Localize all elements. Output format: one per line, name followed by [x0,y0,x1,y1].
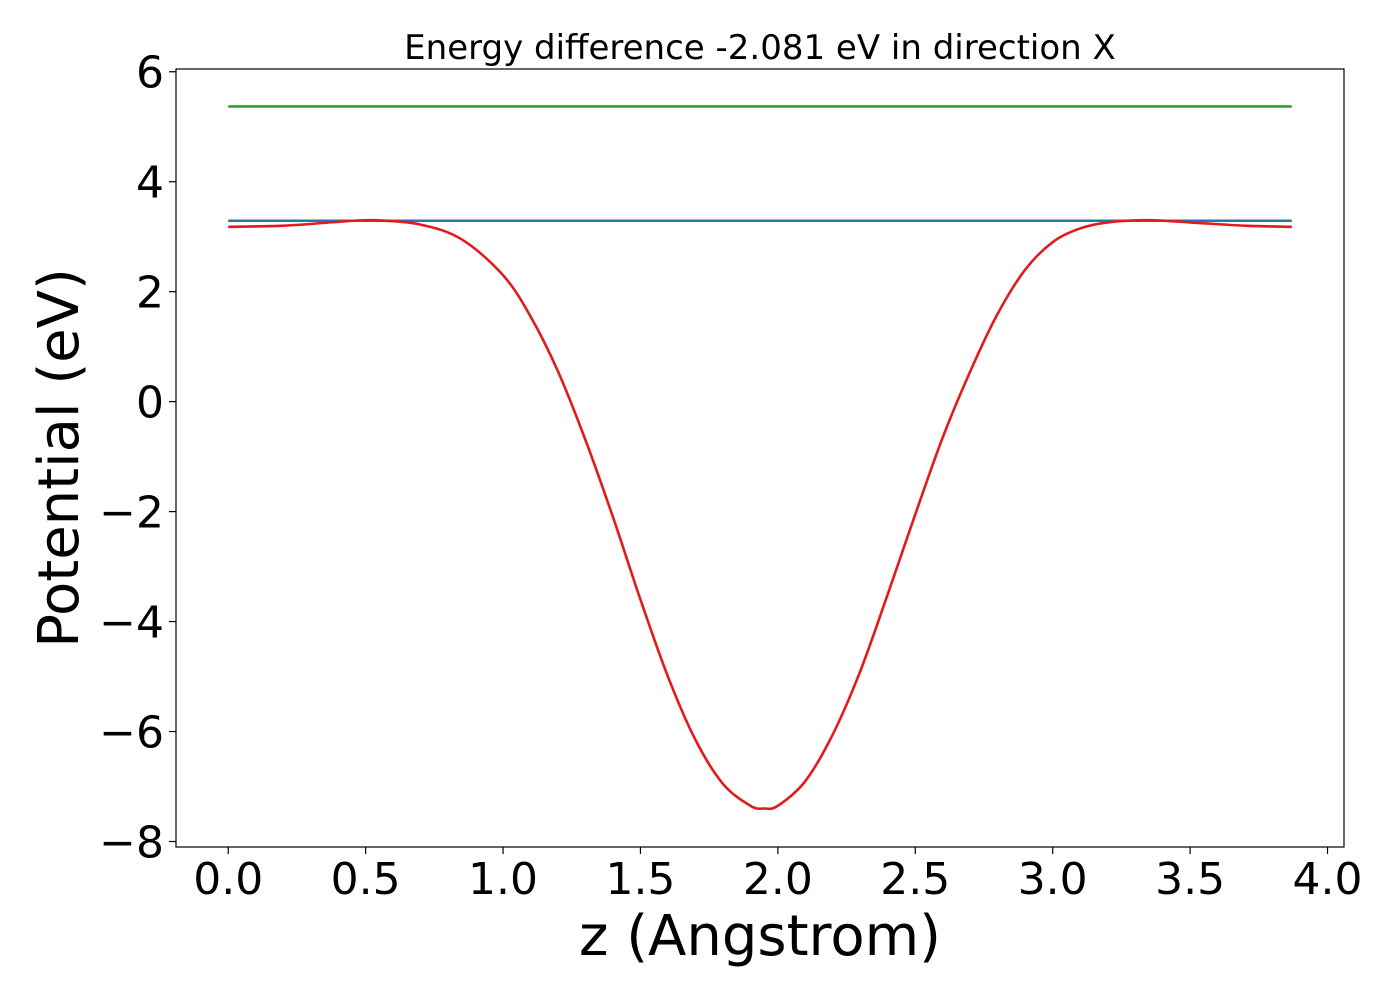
y-tick-label: 6 [136,48,164,99]
chart-title: Energy difference -2.081 eV in direction… [404,28,1116,68]
y-axis-label: Potential (eV) [27,268,92,648]
y-tick-label: 0 [136,378,164,429]
x-tick-label: 2.5 [880,854,950,905]
x-tick-label: 4.0 [1293,854,1363,905]
plot-frame [175,68,1345,848]
x-axis-label: z (Angstrom) [579,904,941,969]
y-axis-ticks: 6 4 2 0 −2 −4 −6 −8 [99,48,176,869]
series-line-2 [228,218,1292,811]
x-tick-label: 2.0 [743,854,813,905]
x-tick-label: 3.0 [1018,854,1088,905]
plot-lines [228,105,1292,811]
x-tick-label: 0.5 [331,854,401,905]
x-tick-label: 1.0 [468,854,538,905]
y-tick-label: −2 [99,488,164,539]
y-tick-label: 4 [136,158,164,209]
x-axis-ticks: 0.0 0.5 1.0 1.5 2.0 2.5 3.0 3.5 4.0 [193,847,1363,905]
y-tick-label: 2 [136,268,164,319]
x-tick-label: 0.0 [193,854,263,905]
y-tick-label: −4 [99,598,164,649]
x-tick-label: 1.5 [605,854,675,905]
y-tick-label: −8 [99,818,164,869]
x-tick-label: 3.5 [1155,854,1225,905]
y-tick-label: −6 [99,708,164,759]
